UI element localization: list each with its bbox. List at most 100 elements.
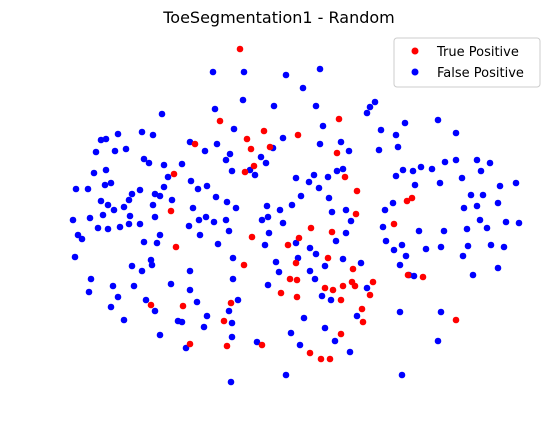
point-false-positive (164, 173, 172, 181)
point-false-positive (195, 216, 203, 224)
point-false-positive (97, 136, 105, 144)
point-true-positive (172, 243, 180, 251)
point-true-positive (191, 140, 199, 148)
point-true-positive (294, 131, 302, 139)
point-false-positive (102, 166, 110, 174)
point-false-positive (72, 185, 80, 193)
legend-label-true-positive: True Positive (436, 45, 519, 60)
point-false-positive (381, 206, 389, 214)
point-false-positive (469, 271, 477, 279)
point-false-positive (261, 241, 269, 249)
point-true-positive (349, 265, 357, 273)
legend-frame (393, 37, 541, 88)
point-false-positive (299, 84, 307, 92)
point-false-positive (452, 129, 460, 137)
point-true-positive (260, 127, 268, 135)
point-false-positive (189, 204, 197, 212)
point-false-positive (186, 286, 194, 294)
point-false-positive (292, 239, 300, 247)
point-false-positive (92, 148, 100, 156)
point-false-positive (305, 178, 313, 186)
point-true-positive (351, 282, 359, 290)
point-false-positive (251, 171, 259, 179)
point-false-positive (434, 116, 442, 124)
point-true-positive (337, 330, 345, 338)
point-false-positive (437, 308, 445, 316)
point-false-positive (434, 337, 442, 345)
point-false-positive (441, 158, 449, 166)
point-false-positive (262, 159, 270, 167)
point-false-positive (473, 156, 481, 164)
point-true-positive (186, 340, 194, 348)
point-false-positive (126, 212, 134, 220)
point-false-positive (394, 143, 402, 151)
point-true-positive (341, 173, 349, 181)
point-false-positive (436, 179, 444, 187)
point-false-positive (467, 191, 475, 199)
point-false-positive (130, 282, 138, 290)
point-true-positive (390, 220, 398, 228)
point-false-positive (156, 331, 164, 339)
legend-marker-false-positive (411, 68, 419, 76)
point-false-positive (226, 150, 234, 158)
point-false-positive (473, 202, 481, 210)
point-false-positive (223, 198, 231, 206)
point-false-positive (74, 231, 82, 239)
point-false-positive (339, 165, 347, 173)
point-false-positive (156, 231, 164, 239)
point-false-positive (225, 307, 233, 315)
point-true-positive (243, 135, 251, 143)
point-false-positive (297, 192, 305, 200)
point-false-positive (275, 268, 283, 276)
point-false-positive (319, 122, 327, 130)
point-false-positive (500, 243, 508, 251)
point-false-positive (125, 196, 133, 204)
point-false-positive (203, 182, 211, 190)
point-false-positive (437, 243, 445, 251)
point-true-positive (359, 318, 367, 326)
point-false-positive (337, 138, 345, 146)
point-true-positive (227, 299, 235, 307)
point-false-positive (371, 98, 379, 106)
point-false-positive (212, 193, 220, 201)
point-false-positive (232, 204, 240, 212)
point-false-positive (288, 201, 296, 209)
point-false-positive (263, 202, 271, 210)
point-false-positive (111, 147, 119, 155)
chart-title: ToeSegmentation1 - Random (163, 8, 395, 27)
point-false-positive (213, 140, 221, 148)
point-false-positive (214, 240, 222, 248)
point-false-positive (276, 206, 284, 214)
point-true-positive (358, 305, 366, 313)
point-true-positive (236, 45, 244, 53)
point-false-positive (409, 167, 417, 175)
point-false-positive (328, 208, 336, 216)
point-true-positive (240, 261, 248, 269)
point-false-positive (463, 225, 471, 233)
point-false-positive (174, 317, 182, 325)
point-false-positive (292, 174, 300, 182)
point-false-positive (315, 184, 323, 192)
point-false-positive (151, 307, 159, 315)
point-false-positive (253, 338, 261, 346)
point-false-positive (477, 167, 485, 175)
point-false-positive (122, 145, 130, 153)
point-false-positive (324, 173, 332, 181)
point-false-positive (151, 190, 159, 198)
point-false-positive (464, 242, 472, 250)
point-false-positive (69, 216, 77, 224)
point-true-positive (179, 302, 187, 310)
legend-label-false-positive: False Positive (437, 66, 524, 81)
point-false-positive (415, 227, 423, 235)
legend: True Positive False Positive (393, 37, 541, 88)
point-false-positive (272, 258, 280, 266)
point-false-positive (222, 216, 230, 224)
point-true-positive (266, 143, 274, 151)
point-false-positive (240, 68, 248, 76)
point-false-positive (300, 314, 308, 322)
point-false-positive (321, 262, 329, 270)
point-false-positive (104, 201, 112, 209)
point-false-positive (147, 256, 155, 264)
point-false-positive (417, 163, 425, 171)
